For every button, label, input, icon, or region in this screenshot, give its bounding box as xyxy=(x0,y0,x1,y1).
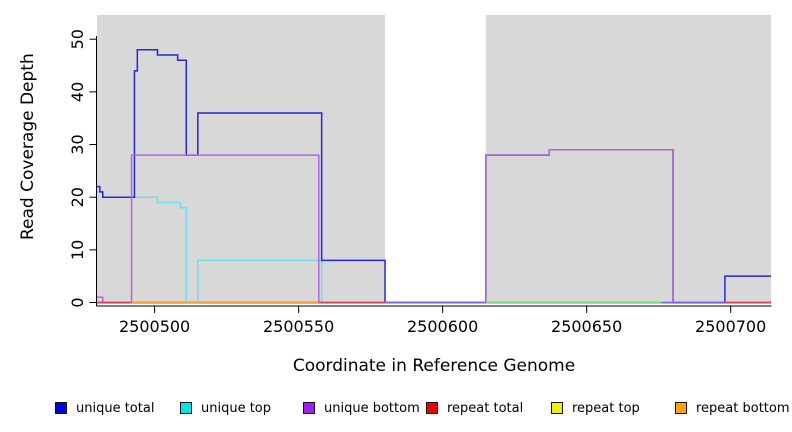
legend-item-unique-bottom: unique bottom xyxy=(303,399,420,417)
y-axis-title: Read Coverage Depth xyxy=(18,53,38,240)
y-tick-label: 50 xyxy=(68,29,87,49)
repeat-top-swatch-icon xyxy=(551,402,563,414)
legend-label: unique bottom xyxy=(324,400,420,416)
legend-label: unique total xyxy=(76,400,155,416)
x-tick-label: 2500550 xyxy=(263,317,334,336)
legend-item-unique-top: unique top xyxy=(180,399,271,417)
y-tick-label: 0 xyxy=(68,297,87,307)
shaded-region xyxy=(97,15,386,304)
x-tick-label: 2500600 xyxy=(407,317,478,336)
x-tick-label: 2500700 xyxy=(695,317,766,336)
unique-top-swatch-icon xyxy=(180,402,192,414)
legend-item-repeat-bottom: repeat bottom xyxy=(675,399,790,417)
legend-item-unique-total: unique total xyxy=(55,399,154,417)
y-tick-label: 30 xyxy=(68,134,87,154)
legend-label: unique top xyxy=(201,400,272,416)
x-tick-label: 2500500 xyxy=(119,317,190,336)
legend-label: repeat bottom xyxy=(696,400,790,416)
y-tick-label: 40 xyxy=(68,82,87,102)
x-axis-title: Coordinate in Reference Genome xyxy=(292,356,576,376)
legend-label: repeat total xyxy=(447,400,524,416)
y-tick-label: 10 xyxy=(68,240,87,260)
legend-label: repeat top xyxy=(572,400,640,416)
x-tick-label: 2500650 xyxy=(551,317,622,336)
y-tick-label: 20 xyxy=(68,187,87,207)
repeat-bottom-swatch-icon xyxy=(675,402,687,414)
legend-item-repeat-top: repeat top xyxy=(551,399,640,417)
shaded-region xyxy=(485,15,771,304)
unique-bottom-swatch-icon xyxy=(303,402,315,414)
unique-total-swatch-icon xyxy=(55,402,67,414)
repeat-total-swatch-icon xyxy=(426,402,438,414)
legend-item-repeat-total: repeat total xyxy=(426,399,523,417)
